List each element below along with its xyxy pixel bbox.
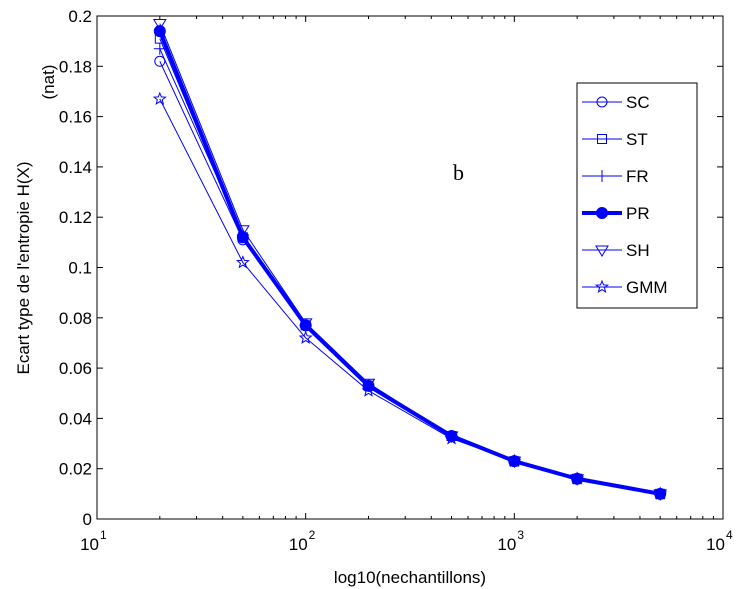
legend-marker: [595, 245, 609, 257]
x-tick-label: 10 4: [706, 528, 733, 554]
legend-entry-gmm: GMM: [582, 278, 668, 297]
data-point-sc: [154, 55, 166, 67]
series-layer: [152, 19, 668, 501]
data-point-fr: [153, 42, 166, 55]
y-tick-label: 0.18: [59, 57, 92, 76]
data-point-gmm: [361, 383, 376, 397]
data-point-gmm: [235, 255, 250, 269]
x-tick-label-exponent: 4: [726, 528, 733, 542]
data-point-gmm: [570, 471, 585, 485]
y-tick-label: 0.08: [59, 309, 92, 328]
legend-entry-sc: SC: [582, 93, 650, 112]
series-gmm: [152, 91, 668, 500]
x-tick-label: 10 2: [289, 528, 316, 554]
data-point-gmm: [444, 431, 459, 445]
x-tick-label: 10 1: [80, 528, 107, 554]
y-tick-label: 0.06: [59, 359, 92, 378]
data-point-gmm: [298, 330, 313, 344]
x-tick-label-base: 10: [706, 535, 725, 554]
legend-entry-fr: FR: [582, 167, 649, 186]
x-tick-label-exponent: 3: [517, 528, 524, 542]
y-tick-label: 0.04: [59, 409, 92, 428]
x-tick-label-exponent: 1: [100, 528, 107, 542]
plot-frame: [96, 15, 724, 520]
x-tick-label-base: 10: [497, 535, 516, 554]
data-point-sh: [235, 225, 250, 237]
legend-marker: [596, 96, 608, 108]
legend-marker: [594, 279, 610, 293]
data-point-sh: [298, 318, 313, 330]
legend-box: [576, 82, 698, 309]
x-tick-label-base: 10: [289, 535, 308, 554]
legend-label: GMM: [626, 278, 668, 297]
ticks-layer: 0 0.02 0.04 0.06 0.08 0.1 0.12 0.14 0.16 0.18 0.2 1…: [59, 7, 733, 554]
legend-entry-sh: SH: [582, 241, 650, 260]
y-tick-label: 0.12: [59, 208, 92, 227]
legend-label: PR: [626, 204, 650, 223]
y-tick-label: 0.14: [59, 158, 92, 177]
y-axis-label: Ecart type de l'entropie H(X): [14, 161, 33, 374]
series-line-gmm: [159, 98, 661, 495]
data-point-pr: [236, 231, 249, 244]
legend-label: ST: [626, 130, 648, 149]
y-tick-label: 0.1: [68, 259, 92, 278]
annotation-b: b: [453, 160, 464, 185]
x-axis-label: log10(nechantillons): [334, 568, 486, 587]
data-point-sh: [152, 19, 167, 31]
y-axis-unit-label: (nat): [39, 65, 58, 100]
data-point-gmm: [653, 486, 668, 500]
data-point-gmm: [152, 91, 167, 105]
legend-label: SC: [626, 93, 650, 112]
y-tick-label: 0.02: [59, 460, 92, 479]
x-tick-label: 10 3: [497, 528, 524, 554]
legend-label: FR: [626, 167, 649, 186]
legend-label: SH: [626, 241, 650, 260]
x-tick-label-base: 10: [80, 535, 99, 554]
legend-marker: [597, 134, 607, 144]
data-point-gmm: [507, 453, 522, 468]
y-tick-label: 0.16: [59, 108, 92, 127]
legend-entry-st: ST: [582, 130, 648, 149]
legend-marker: [596, 170, 608, 182]
y-tick-label: 0: [83, 510, 92, 529]
legend: SC ST FR PR SH GMM: [576, 82, 698, 309]
legend-marker: [596, 207, 608, 219]
y-tick-label: 0.2: [68, 7, 92, 26]
legend-entry-pr: PR: [582, 204, 650, 223]
x-tick-label-exponent: 2: [309, 528, 316, 542]
data-point-pr: [153, 25, 166, 38]
data-point-sh: [361, 378, 376, 391]
